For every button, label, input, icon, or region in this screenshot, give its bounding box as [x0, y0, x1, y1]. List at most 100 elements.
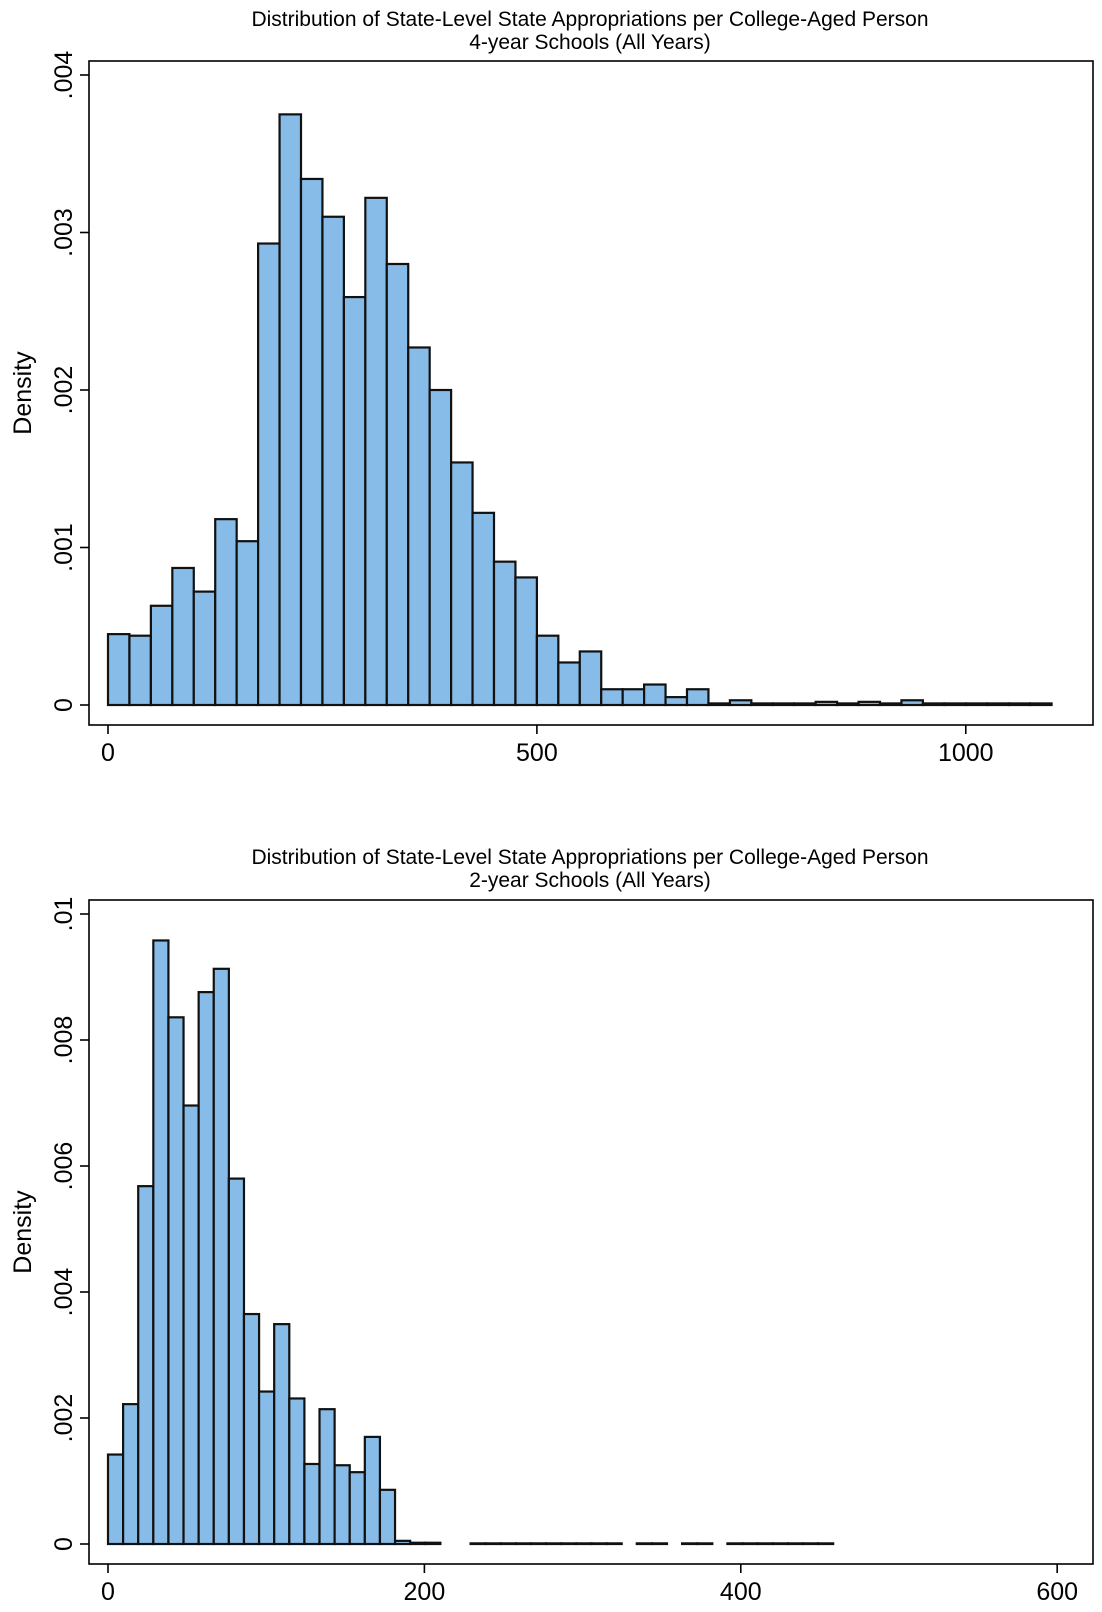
histogram-bar	[242, 1312, 261, 1546]
histogram-bar	[1007, 702, 1032, 707]
y-tick-label: 0	[50, 1537, 78, 1551]
x-tick-label: 500	[516, 739, 558, 767]
histogram-bar	[1029, 702, 1053, 707]
x-axis: 0 200 400 600	[101, 1564, 1078, 1606]
histogram-bar	[728, 699, 753, 707]
histogram-bar	[128, 634, 152, 707]
histogram-bar	[986, 702, 1010, 707]
x-tick-label: 1000	[938, 739, 994, 767]
histogram-bar	[407, 346, 431, 707]
histogram-bar	[167, 1016, 185, 1546]
histogram-bar	[393, 1539, 412, 1546]
histogram-bar	[643, 683, 667, 707]
histogram-bar	[378, 1488, 397, 1546]
histogram-bar	[333, 1464, 351, 1546]
histogram-bar	[364, 196, 388, 707]
histogram-bar	[428, 388, 453, 707]
histogram-bar	[756, 1542, 774, 1546]
histogram-bar	[171, 566, 195, 707]
histogram-bar	[575, 1542, 593, 1546]
histogram-bar	[560, 1542, 578, 1546]
histogram-bar	[471, 511, 496, 707]
histogram-bar	[635, 1542, 653, 1546]
histogram-bar	[192, 590, 217, 707]
histogram-bar	[816, 1542, 835, 1546]
histogram-bar	[492, 560, 517, 707]
histogram-bar	[278, 113, 303, 707]
histogram-bar	[685, 688, 710, 707]
histogram-bar	[235, 540, 260, 707]
histogram-bar	[545, 1542, 563, 1546]
histogram-bar	[197, 991, 215, 1546]
histogram-bar	[943, 702, 967, 707]
x-axis: 0 500 1000	[101, 725, 994, 767]
histogram-bar	[664, 696, 689, 707]
histogram-bar	[921, 702, 946, 707]
histogram-bar	[605, 1542, 623, 1546]
histogram-bar	[303, 1462, 321, 1546]
histogram-bar	[557, 661, 581, 707]
histogram-bar	[529, 1542, 548, 1546]
chart-subtitle: 2-year Schools (All Years)	[469, 869, 711, 892]
histogram-bar	[900, 699, 924, 707]
y-tick-label: .01	[50, 897, 78, 932]
histogram-bar	[342, 295, 367, 707]
y-tick-label: .004	[50, 1268, 78, 1317]
histogram-bar	[363, 1435, 382, 1546]
histogram-bar	[409, 1541, 427, 1546]
y-axis: 0 .001 .002 .003 .004	[50, 51, 89, 712]
histogram-bar	[214, 518, 238, 707]
histogram-bars	[106, 113, 1053, 707]
histogram-2-year: Distribution of State-Level State Approp…	[9, 846, 1094, 1606]
histogram-bar	[514, 1542, 533, 1546]
histogram-bar	[878, 702, 903, 707]
x-tick-label: 600	[1036, 1578, 1078, 1606]
histogram-bar	[750, 702, 774, 707]
histogram-bar	[257, 242, 281, 707]
histogram-bar	[152, 939, 170, 1546]
histogram-bar	[299, 177, 324, 707]
y-axis-label: Density	[9, 351, 37, 435]
histogram-bar	[288, 1397, 306, 1546]
histogram-bar	[212, 967, 230, 1546]
y-tick-label: .001	[50, 523, 78, 572]
histogram-bar	[771, 1542, 789, 1546]
histogram-bar	[227, 1177, 246, 1546]
y-tick-label: .003	[50, 208, 78, 257]
x-tick-label: 0	[101, 1578, 115, 1606]
histogram-bar	[680, 1542, 699, 1546]
x-tick-label: 0	[101, 739, 115, 767]
histogram-bar	[857, 700, 882, 707]
histogram-bar	[321, 215, 345, 707]
chart-title: Distribution of State-Level State Approp…	[251, 8, 928, 31]
y-tick-label: 0	[50, 698, 78, 712]
chart-subtitle: 4-year Schools (All Years)	[469, 31, 711, 54]
histogram-bar	[514, 576, 538, 707]
histogram-bar	[696, 1542, 714, 1546]
histogram-bar	[484, 1542, 502, 1546]
histogram-bar	[106, 1453, 125, 1546]
histogram-bar	[137, 1185, 155, 1546]
y-tick-label: .002	[50, 366, 78, 415]
histogram-bar	[801, 1542, 820, 1546]
histogram-bar	[590, 1542, 608, 1546]
histogram-4-year: Distribution of State-Level State Approp…	[9, 8, 1094, 767]
y-tick-label: .002	[50, 1394, 78, 1443]
histogram-bar	[707, 702, 731, 707]
histogram-bar	[814, 700, 839, 707]
histogram-bar	[535, 634, 560, 707]
histogram-bar	[499, 1542, 518, 1546]
y-tick-label: .006	[50, 1142, 78, 1191]
y-axis-label: Density	[9, 1190, 37, 1274]
histogram-bar	[771, 702, 796, 707]
histogram-bar	[600, 688, 624, 707]
histogram-bar	[385, 262, 410, 707]
plot-frame	[88, 899, 1094, 1565]
chart-title: Distribution of State-Level State Approp…	[251, 846, 928, 869]
histogram-bars	[106, 939, 835, 1546]
histogram-bar	[450, 461, 474, 707]
histogram-bar	[578, 650, 603, 707]
histogram-bar	[786, 1542, 805, 1546]
histogram-bar	[318, 1408, 336, 1546]
